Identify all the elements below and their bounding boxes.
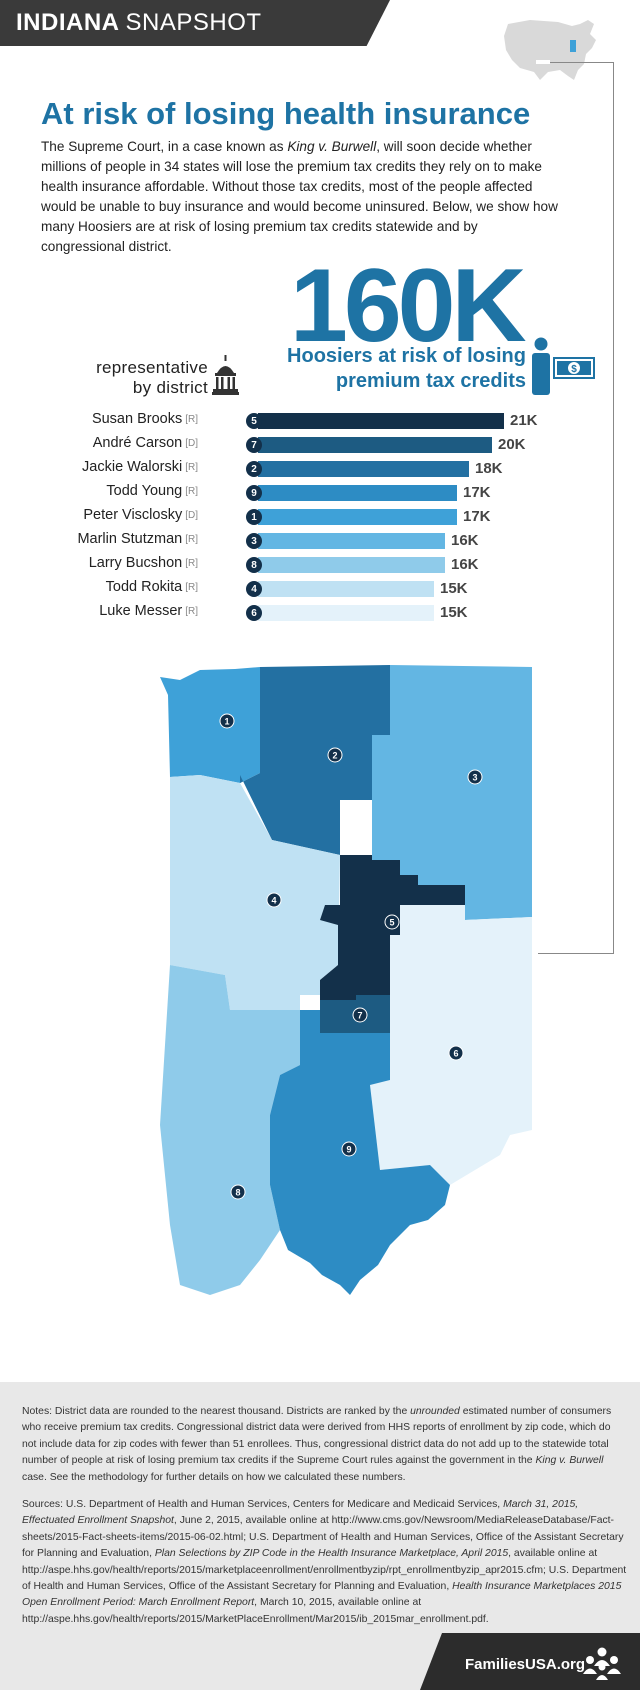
- district-4: [170, 775, 340, 1010]
- svg-text:9: 9: [346, 1145, 351, 1155]
- intro-text: The Supreme Court, in a case known as Ki…: [41, 139, 558, 254]
- banner-subtitle: SNAPSHOT: [125, 9, 262, 36]
- representative-name: Luke Messer [R]: [99, 603, 198, 619]
- bar: [258, 605, 434, 621]
- statewide-label: Hoosiers at risk of losing premium tax c…: [287, 345, 526, 392]
- bar-row: Todd Rokita [R] 4 15K: [0, 576, 640, 600]
- representative-name: Larry Bucshon [R]: [88, 555, 198, 571]
- district-marker: 9: [341, 1141, 357, 1157]
- party-label: [D]: [185, 510, 198, 521]
- party-label: [R]: [185, 534, 198, 545]
- district-badge: 8: [246, 557, 262, 573]
- district-badge: 9: [246, 485, 262, 501]
- district-marker: 5: [384, 914, 400, 930]
- district-1: [160, 667, 260, 783]
- statewide-total: 160K: [290, 248, 527, 364]
- district-6: [370, 905, 532, 1185]
- bar: [258, 557, 445, 573]
- representative-name: Marlin Stutzman [R]: [77, 531, 198, 547]
- person-icon: [528, 337, 554, 395]
- bar-value-label: 15K: [440, 604, 468, 621]
- indiana-district-map: 1 2 3 4 5 6 7 8 9: [160, 665, 536, 1345]
- district-badge: 1: [246, 509, 262, 525]
- page-title: At risk of losing health insurance: [41, 96, 531, 131]
- bar-row: Jackie Walorski [R] 2 18K: [0, 456, 640, 480]
- bar-row: Marlin Stutzman [R] 3 16K: [0, 528, 640, 552]
- bar: [258, 461, 469, 477]
- district-2: [240, 665, 390, 855]
- bar-value-label: 21K: [510, 412, 538, 429]
- representative-header: representative by district: [96, 358, 208, 397]
- district-marker: 4: [266, 892, 282, 908]
- footer-brand[interactable]: FamiliesUSA.org: [465, 1656, 586, 1673]
- district-badge: 5: [246, 413, 262, 429]
- svg-text:6: 6: [453, 1049, 458, 1059]
- bar-row: André Carson [D] 7 20K: [0, 432, 640, 456]
- district-badge: 3: [246, 533, 262, 549]
- representative-name: Jackie Walorski [R]: [82, 459, 198, 475]
- representative-name: Peter Visclosky [D]: [83, 507, 198, 523]
- representative-name: Todd Rokita [R]: [105, 579, 198, 595]
- party-label: [R]: [185, 486, 198, 497]
- district-badge: 7: [246, 437, 262, 453]
- bar-row: Luke Messer [R] 6 15K: [0, 600, 640, 624]
- svg-text:4: 4: [271, 896, 276, 906]
- map-connector: [538, 62, 614, 954]
- sources-text: Sources: U.S. Department of Health and H…: [22, 1499, 627, 1625]
- bar-row: Susan Brooks [R] 5 21K: [0, 408, 640, 432]
- notes-text: Notes: District data are rounded to the …: [22, 1406, 612, 1483]
- svg-text:1: 1: [224, 717, 229, 727]
- svg-text:3: 3: [472, 773, 477, 783]
- bar-value-label: 15K: [440, 580, 468, 597]
- families-usa-logo-icon: [582, 1646, 622, 1680]
- bar: [258, 509, 457, 525]
- district-marker: 2: [327, 747, 343, 763]
- header-banner: INDIANA SNAPSHOT: [0, 0, 390, 46]
- party-label: [D]: [185, 438, 198, 449]
- capitol-icon: [212, 355, 239, 395]
- district-badge: 4: [246, 581, 262, 597]
- bar: [258, 485, 457, 501]
- bar: [258, 413, 504, 429]
- party-label: [R]: [185, 606, 198, 617]
- district-marker: 1: [219, 713, 235, 729]
- bar-value-label: 17K: [463, 508, 491, 525]
- district-marker: 8: [230, 1184, 246, 1200]
- bar-row: Peter Visclosky [D] 1 17K: [0, 504, 640, 528]
- bar-value-label: 16K: [451, 532, 479, 549]
- svg-text:8: 8: [235, 1188, 240, 1198]
- dollar-bill-icon: $: [553, 357, 595, 379]
- representative-name: André Carson [D]: [92, 435, 198, 451]
- bar: [258, 437, 492, 453]
- svg-text:7: 7: [357, 1011, 362, 1021]
- district-marker: 3: [467, 769, 483, 785]
- svg-text:5: 5: [389, 918, 394, 928]
- bar-row: Todd Young [R] 9 17K: [0, 480, 640, 504]
- bar-value-label: 20K: [498, 436, 526, 453]
- us-map-icon: [500, 14, 600, 86]
- svg-text:$: $: [571, 364, 577, 375]
- bar-value-label: 18K: [475, 460, 503, 477]
- representative-name: Susan Brooks [R]: [91, 411, 198, 427]
- bar: [258, 581, 434, 597]
- bar-value-label: 16K: [451, 556, 479, 573]
- bar-row: Larry Bucshon [R] 8 16K: [0, 552, 640, 576]
- svg-text:2: 2: [332, 751, 337, 761]
- district-8: [160, 965, 300, 1295]
- case-name: King v. Burwell: [287, 139, 377, 154]
- district-marker: 7: [352, 1007, 368, 1023]
- bar: [258, 533, 445, 549]
- banner-state: INDIANA: [16, 9, 120, 36]
- party-label: [R]: [185, 414, 198, 425]
- party-label: [R]: [185, 462, 198, 473]
- district-badge: 6: [246, 605, 262, 621]
- district-3: [372, 665, 532, 920]
- bar-value-label: 17K: [463, 484, 491, 501]
- party-label: [R]: [185, 558, 198, 569]
- district-badge: 2: [246, 461, 262, 477]
- district-marker: 6: [448, 1045, 464, 1061]
- party-label: [R]: [185, 582, 198, 593]
- district-9: [270, 1010, 450, 1295]
- representative-name: Todd Young [R]: [106, 483, 198, 499]
